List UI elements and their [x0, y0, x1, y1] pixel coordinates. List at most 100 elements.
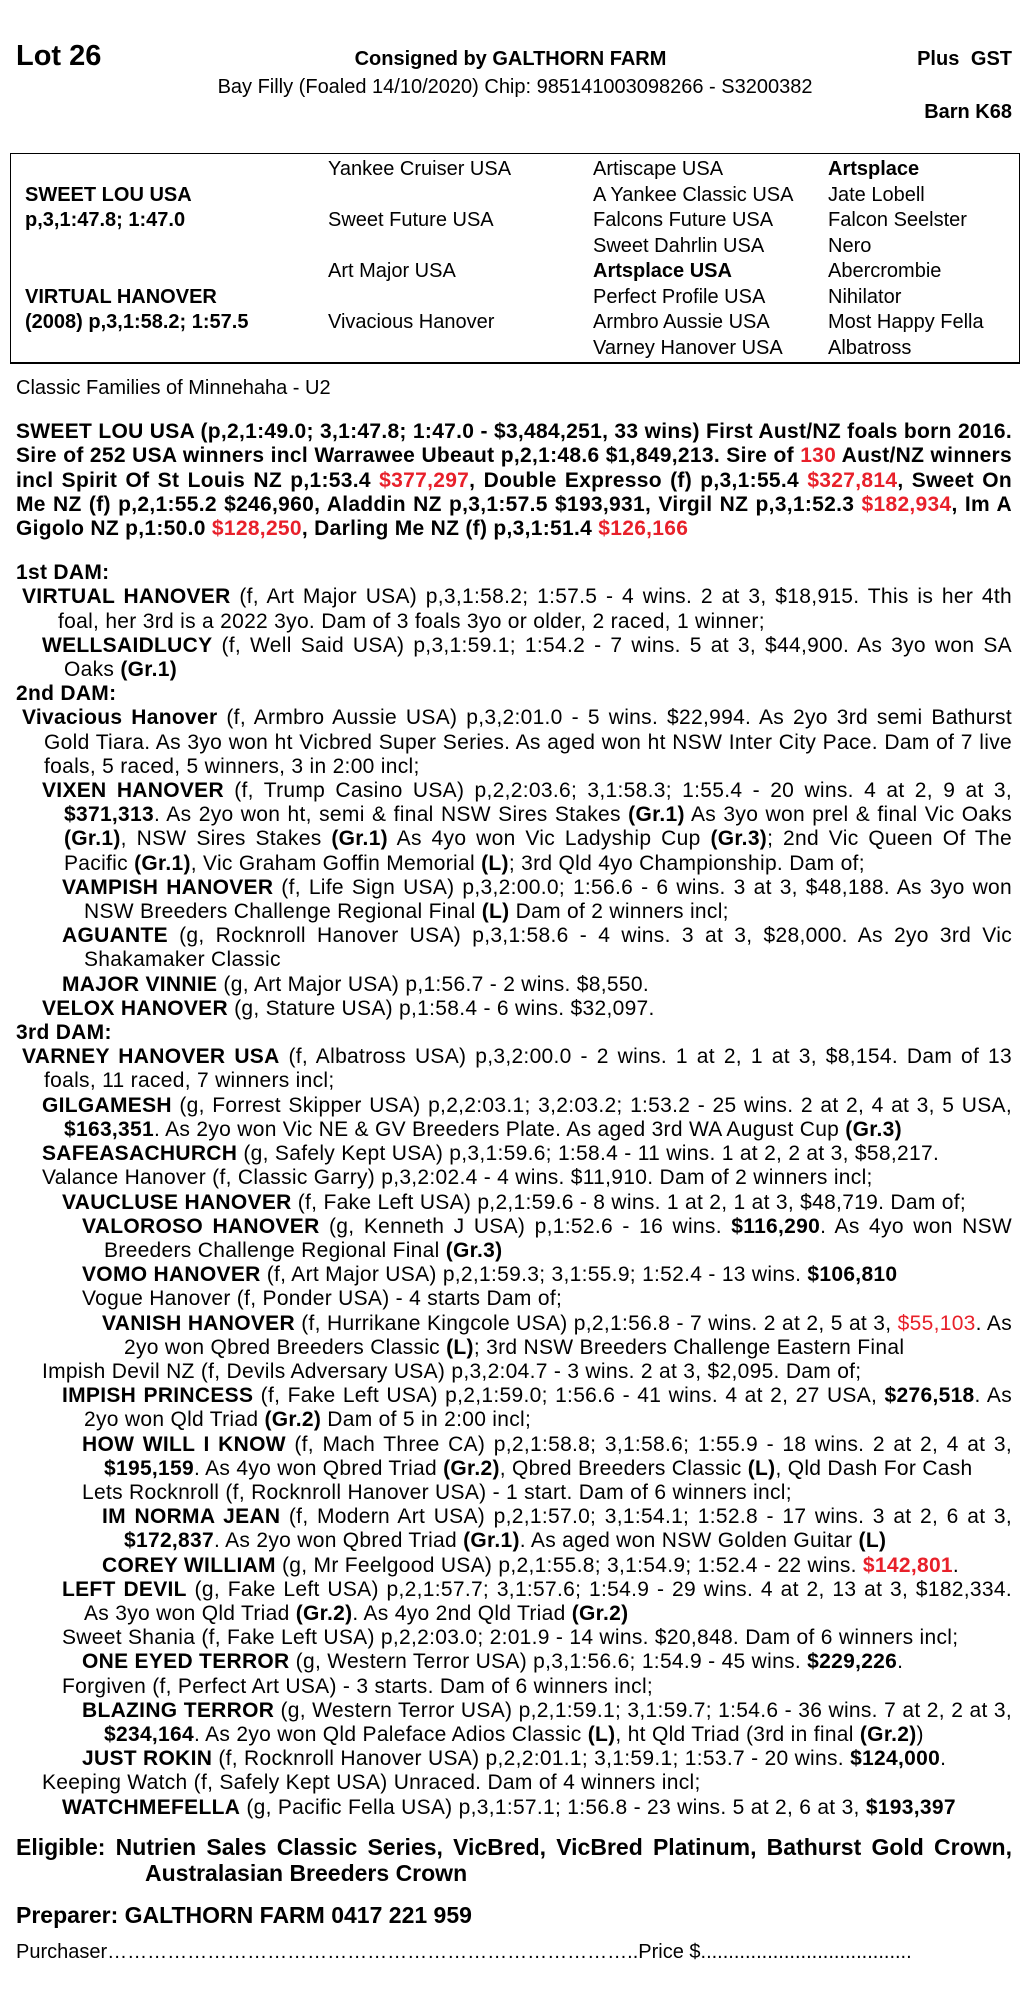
bold-text: (Gr.3)	[710, 827, 768, 851]
gen4-ancestor: Artsplace	[828, 158, 920, 180]
bold-text: (Gr.1)	[134, 851, 191, 875]
text-run: (f, Well Said USA) p,3,1:59.1; 1:54.2 - …	[64, 633, 1012, 682]
pedigree-entry: JUST ROKIN (f, Rocknroll Hanover USA) p,…	[16, 1747, 1012, 1771]
text-run: . As 4yo won NSW Breeders Challenge Regi…	[104, 1214, 1012, 1262]
text-run: (g, Forrest Skipper USA) p,2,2:03.1; 3,2…	[171, 1093, 1012, 1117]
bold-text: (Gr.2)	[443, 1456, 500, 1480]
text-run: As 3yo won prel & final Vic Oaks	[684, 803, 1012, 827]
bold-text: $193,397	[865, 1795, 956, 1819]
pedigree-entry: VAMPISH HANOVER (f, Life Sign USA) p,3,2…	[16, 876, 1012, 924]
pedigree-entry: HOW WILL I KNOW (f, Mach Three CA) p,2,1…	[16, 1433, 1012, 1481]
dam-section-header: 2nd DAM:	[16, 682, 117, 706]
text-run: . As 2yo won Qld Paleface Adios Classic	[194, 1722, 588, 1746]
pedigree-entry: VIXEN HANOVER (f, Trump Casino USA) p,2,…	[16, 779, 1012, 876]
pedigree-entry: Impish Devil NZ (f, Devils Adversary USA…	[16, 1360, 1012, 1384]
text-run: , Sweet On Me NZ (f) p,2,1:55.2 $246,960…	[16, 468, 1012, 516]
text-run: Dam of 2 winners incl;	[509, 900, 729, 924]
pedigree-entry: MAJOR VINNIE (g, Art Major USA) p,1:56.7…	[16, 973, 1012, 997]
pedigree-entry: Sweet Shania (f, Fake Left USA) p,2,2:03…	[16, 1626, 1012, 1650]
purchaser-label: Purchaser	[16, 1940, 108, 1963]
bold-text: VIXEN HANOVER	[42, 779, 224, 803]
text-run: . As 2yo won Qbred Breeders Classic	[124, 1311, 1012, 1359]
bold-text: (Gr.2)	[295, 1601, 353, 1625]
gen4-ancestor: Jate Lobell	[828, 183, 925, 206]
bold-text: IM NORMA JEAN	[102, 1505, 281, 1529]
pedigree-entry: VANISH HANOVER (f, Hurrikane Kingcole US…	[16, 1312, 1012, 1360]
pedigree-entry: LEFT DEVIL (g, Fake Left USA) p,2,1:57.7…	[16, 1578, 1012, 1626]
bold-text: (Gr.1)	[628, 803, 685, 827]
consignor-text: Consigned by GALTHORN FARM	[354, 48, 667, 70]
bold-text: $276,518	[884, 1384, 975, 1408]
bold-text: VAUCLUSE HANOVER	[62, 1190, 292, 1214]
highlight-amount: $377,297	[379, 468, 470, 492]
text-run: (f, Art Major USA) p,3,1:58.2; 1:57.5 - …	[58, 585, 1012, 633]
text-run: (f, Life Sign USA) p,3,2:00.0; 1:56.6 - …	[84, 875, 1012, 924]
bold-text: $124,000	[850, 1747, 941, 1771]
gen4-ancestor: Nihilator	[828, 285, 902, 308]
price-label: ..Price $	[627, 1940, 701, 1963]
text-run: .	[952, 1553, 960, 1577]
text-run: . As 4yo won Qbred Triad	[194, 1456, 444, 1480]
gen4-ancestor: Abercrombie	[828, 260, 942, 282]
text-run: Valance Hanover (f, Classic Garry) p,3,2…	[42, 1166, 873, 1190]
bold-text: VANISH HANOVER	[102, 1311, 295, 1335]
highlight-amount: $128,250	[211, 517, 302, 541]
bold-text: $371,313	[64, 803, 154, 827]
bold-text: SAFEASACHURCH	[42, 1142, 238, 1166]
highlight-amount: $327,814	[807, 468, 898, 492]
text-run: Lets Rocknroll (f, Rocknroll Hanover USA…	[82, 1480, 792, 1504]
text-run: Vogue Hanover (f, Ponder USA) - 4 starts…	[82, 1287, 563, 1311]
family-line: Classic Families of Minnehaha - U2	[16, 377, 331, 399]
price-field[interactable]: ......................................	[700, 1940, 912, 1963]
text-run: (g, Fake Left USA) p,2,1:57.7; 3,1:57.6;…	[84, 1577, 1012, 1625]
pedigree-entry: VAUCLUSE HANOVER (f, Fake Left USA) p,2,…	[16, 1191, 1012, 1215]
text-run: . As 2yo won Vic NE & GV Breeders Plate.…	[154, 1117, 846, 1141]
text-run: Dam of 5 in 2:00 incl;	[321, 1408, 532, 1432]
pedigree-entry: GILGAMESH (g, Forrest Skipper USA) p,2,2…	[16, 1094, 1012, 1142]
bold-text: VAMPISH HANOVER	[62, 875, 274, 899]
pedigree-entry: SAFEASACHURCH (g, Safely Kept USA) p,3,1…	[16, 1142, 1012, 1166]
gen3-ancestor: Artiscape USA	[593, 158, 724, 180]
pedigree-entry: Lets Rocknroll (f, Rocknroll Hanover USA…	[16, 1481, 1012, 1505]
highlight-amount: $142,801	[862, 1553, 953, 1577]
gen4-ancestor: Most Happy Fella	[828, 311, 984, 333]
bold-text: VALOROSO HANOVER	[82, 1214, 320, 1238]
pedigree-entry: WELLSAIDLUCY (f, Well Said USA) p,3,1:59…	[16, 634, 1012, 682]
text-run: Forgiven (f, Perfect Art USA) - 3 starts…	[62, 1674, 654, 1698]
gen4-ancestor: Falcon Seelster	[828, 209, 967, 231]
text-run: , ht Qld Triad (3rd in final	[615, 1722, 860, 1746]
bold-text: VELOX HANOVER	[42, 996, 228, 1020]
pedigree-entry: BLAZING TERROR (g, Western Terror USA) p…	[16, 1699, 1012, 1747]
text-run: (g, Pacific Fella USA) p,3,1:57.1; 1:56.…	[240, 1795, 866, 1819]
pedigree-entry: VIRTUAL HANOVER (f, Art Major USA) p,3,1…	[16, 585, 1012, 633]
text-run: Sweet Shania (f, Fake Left USA) p,2,2:03…	[62, 1626, 959, 1650]
bold-text: $195,159	[104, 1456, 194, 1480]
text-run: (f, Mach Three CA) p,2,1:58.8; 3,1:58.6;…	[285, 1432, 1012, 1456]
gen3-ancestor: Perfect Profile USA	[593, 285, 766, 308]
text-run: , Qbred Breeders Classic	[499, 1456, 748, 1480]
text-run: )	[916, 1722, 924, 1746]
text-run: (f, Modern Art USA) p,2,1:57.0; 3,1:54.1…	[280, 1505, 1013, 1529]
bold-text: $229,226	[807, 1650, 898, 1674]
gen3-ancestor: Artsplace USA	[593, 260, 732, 282]
sire-name: SWEET LOU USA	[25, 184, 192, 206]
bold-text: (L)	[587, 1722, 616, 1746]
bold-text: (L)	[858, 1529, 887, 1553]
bold-text: GILGAMESH	[42, 1093, 172, 1117]
bold-text: (Gr.2)	[264, 1408, 322, 1432]
gen4-ancestor: Albatross	[828, 336, 912, 359]
bold-text: VARNEY HANOVER USA	[22, 1045, 280, 1069]
bold-text: VIRTUAL HANOVER	[22, 585, 231, 609]
text-run: , Im A Gigolo NZ p,1:50.0	[16, 492, 1012, 541]
bold-text: COREY WILLIAM	[102, 1553, 276, 1577]
bold-text: WELLSAIDLUCY	[42, 633, 213, 657]
sire-record: p,3,1:47.8; 1:47.0	[25, 209, 186, 231]
gen3-ancestor: Falcons Future USA	[593, 209, 774, 231]
purchaser-field[interactable]: ……………………………………………………………………	[107, 1940, 628, 1963]
pedigree-entry: Keeping Watch (f, Safely Kept USA) Unrac…	[16, 1771, 1012, 1795]
bold-text: WATCHMEFELLA	[62, 1795, 241, 1819]
pedigree-entry: VELOX HANOVER (g, Stature USA) p,1:58.4 …	[16, 997, 1012, 1021]
text-run: .	[940, 1747, 947, 1771]
text-run: Keeping Watch (f, Safely Kept USA) Unrac…	[42, 1771, 701, 1795]
pedigree-entry: VOMO HANOVER (f, Art Major USA) p,2,1:59…	[16, 1263, 1012, 1287]
